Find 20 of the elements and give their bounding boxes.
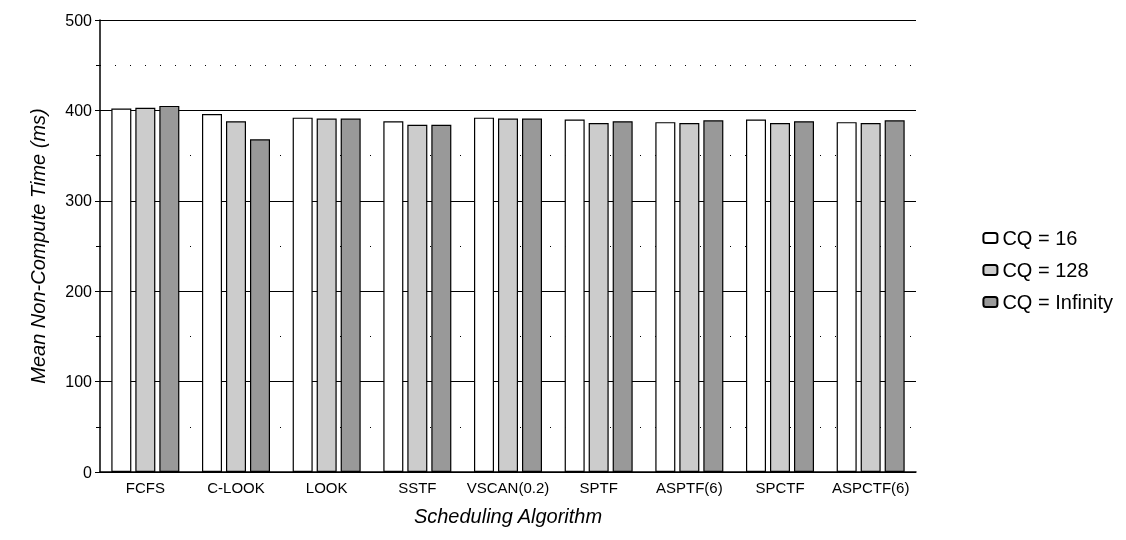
y-tick-label: 0 — [83, 463, 93, 481]
y-axis-title: Mean Non-Compute Time (ms) — [27, 108, 49, 384]
x-tick-label: SPCTF — [755, 479, 805, 496]
x-tick-label: ASPTF(6) — [655, 479, 723, 496]
y-tick-label: 100 — [65, 373, 93, 391]
legend-label: CQ = 16 — [1002, 227, 1078, 249]
x-tick-label: FCFS — [125, 479, 165, 496]
x-tick-label: SSTF — [398, 479, 437, 496]
y-tick-label: 400 — [65, 101, 93, 119]
y-tick-label: 500 — [65, 11, 93, 29]
x-tick-label: SPTF — [579, 479, 618, 496]
y-tick-label: 200 — [65, 282, 93, 300]
y-tick-label: 300 — [65, 192, 93, 210]
x-axis-title: Scheduling Algorithm — [413, 505, 603, 527]
legend-label: CQ = Infinity — [1002, 291, 1114, 313]
legend-label: CQ = 128 — [1002, 259, 1089, 281]
x-tick-label: LOOK — [305, 479, 348, 496]
x-tick-label: VSCAN(0.2) — [466, 479, 550, 496]
x-tick-label: C-LOOK — [207, 479, 265, 496]
x-tick-label: ASPCTF(6) — [831, 479, 910, 496]
